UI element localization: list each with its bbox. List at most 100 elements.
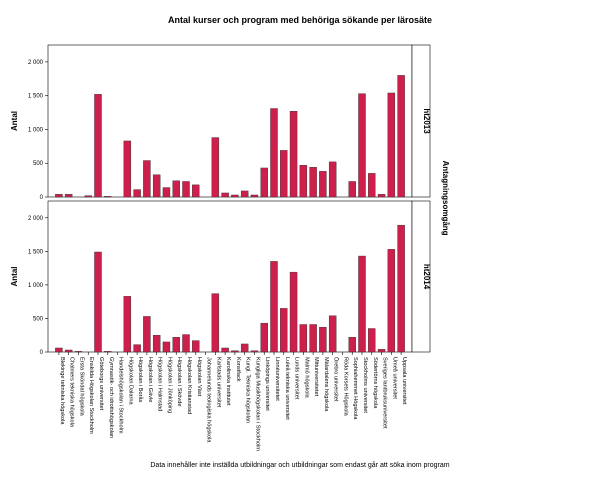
bar [211,137,220,198]
x-tick-label: Södertörns högskola [372,357,378,409]
x-tick-label: Högskolan i Skövde [176,357,182,406]
y-tick-label: 500 [33,161,44,167]
y-axis-label: Antal [10,267,19,287]
bar [250,350,259,353]
x-tick-label: Johannelunds teologiska högskola [206,357,212,443]
y-axis-label: Antal [10,111,19,131]
bar [289,271,298,353]
y-tick-label: 2 000 [28,216,44,222]
x-tick-label: Högskolan Kristianstad [186,357,192,414]
bar [162,341,171,353]
bar [387,92,396,198]
bar [143,160,151,198]
bar [221,347,229,353]
facet-value: ht2013 [422,108,431,134]
plot-frame [47,200,413,353]
bar [133,344,141,353]
x-tick-label: Malmö högskola [303,357,309,399]
bar [348,181,356,198]
x-tick-label: Karolinska institutet [225,357,231,406]
x-tick-label: Högskolan Dalarna [127,357,133,405]
bar [64,349,73,353]
bar [368,173,376,198]
y-tick-label: 500 [33,316,44,322]
bar [172,180,180,198]
x-tick-label: Högskolan i Borås [137,357,144,403]
y-tick-label: 1 500 [28,94,44,100]
x-tick-label: Örebro universitet [333,357,340,402]
bar [104,196,112,198]
bar [397,224,405,353]
x-tick-label: Konstfack [235,357,241,382]
x-tick-label: Uppsala universitet [401,357,407,405]
y-tick-label: 2 000 [28,60,44,66]
x-tick-label: Sveriges lantbruksuniversitet [382,357,388,429]
bar [309,167,317,198]
bar [260,322,268,353]
bar [387,249,396,353]
y-tick-label: 0 [40,195,44,201]
x-tick-label: Enskilda Högskolan Stockholm [88,357,94,434]
bar [358,93,366,198]
x-tick-label: Umeå universitet [391,357,398,399]
bar [162,187,171,198]
bar [377,194,386,198]
facet-strip [411,44,431,198]
bar [221,192,229,198]
facet-value: ht2014 [422,264,431,290]
bar [231,350,239,353]
y-tick-label: 1 500 [28,249,44,255]
bar [94,94,102,198]
bar [192,184,200,198]
bar [152,174,161,198]
x-tick-label: Högskolan i Gävle [147,357,153,402]
bar [250,194,259,198]
x-tick-label: Röda Korsets Högskola [342,357,348,417]
x-tick-label: Ersta Sköndal högskola [78,357,84,417]
bar [182,181,190,198]
facet-label: Antagningsomgång [441,160,450,235]
bar [328,315,337,353]
x-tick-label: Högskolan i Halmstad [157,357,163,411]
bar [240,190,249,198]
x-tick-label: Högskolan i Jönköping [166,357,172,413]
bar [64,194,73,198]
bar [358,255,366,353]
bar [133,189,141,198]
bar [348,337,356,353]
bar [123,296,132,353]
bar [172,337,180,353]
bar [309,324,317,353]
bar [397,75,405,198]
bar [211,293,220,353]
facet-strip [411,200,431,353]
x-tick-label: Lunds universitet [294,357,300,400]
bar [270,108,278,198]
bar [192,340,200,353]
x-tick-label: Gymnastik- och idrottshögskolan [108,357,114,438]
bar [289,111,298,198]
y-tick-label: 0 [40,350,44,356]
bar [182,334,190,353]
bar [55,194,63,198]
x-tick-label: Chalmers tekniska högskola [69,357,75,428]
x-tick-label: Handelshögskolan i Stockholm [118,357,124,434]
bar [231,194,239,198]
x-tick-label: Karlstads universitet [215,357,221,408]
bar [123,140,132,198]
bar [84,195,92,198]
plot-frame [47,44,413,198]
bar [240,343,249,353]
bar [143,316,151,353]
bar [319,171,327,198]
x-tick-label: Linnéuniversitetet [274,357,280,401]
bar [328,161,337,198]
bar [270,261,278,353]
bar [319,326,327,353]
x-tick-label: Göteborgs universitet [98,357,104,411]
bar [368,328,376,353]
bar [299,165,308,198]
bar [152,335,161,353]
chart-title: Antal kurser och program med behöriga sö… [168,15,432,25]
bar [55,347,63,353]
